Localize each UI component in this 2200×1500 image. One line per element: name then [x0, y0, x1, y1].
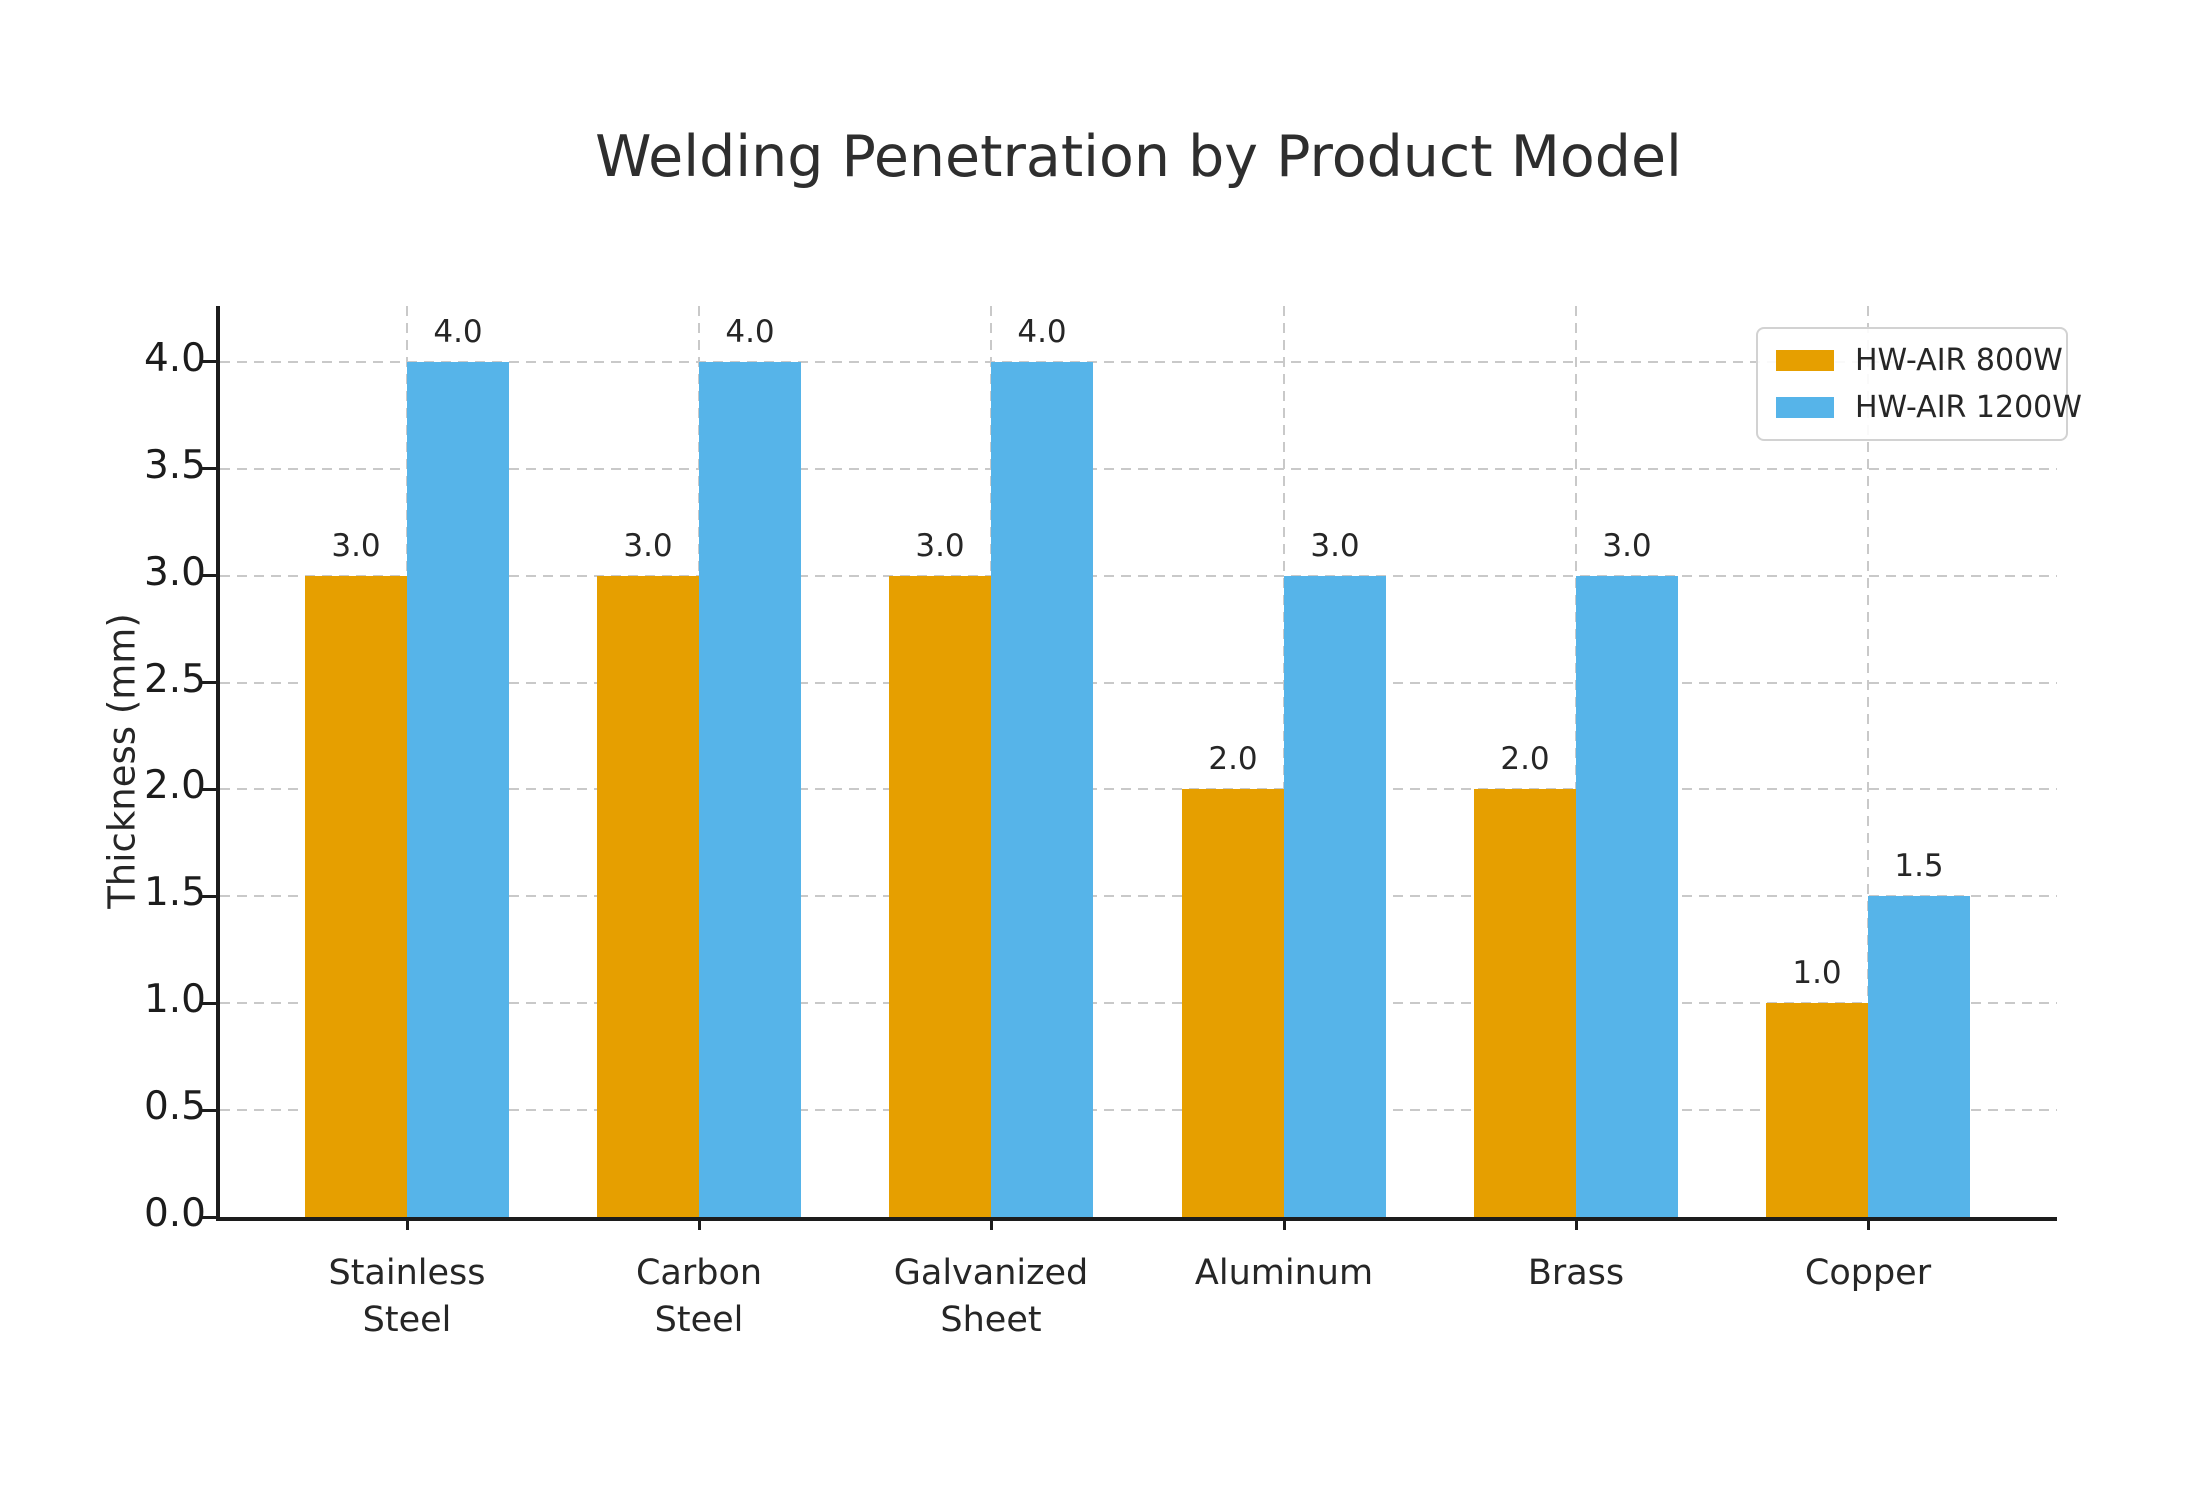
bar [889, 575, 991, 1217]
v-gridline [1867, 306, 1869, 1217]
bar-value-label: 4.0 [433, 313, 483, 350]
bar [305, 575, 407, 1217]
h-gridline [220, 1109, 2057, 1112]
bar-value-label: 3.0 [1310, 527, 1360, 564]
bar [991, 361, 1093, 1217]
y-tick-label: 3.0 [143, 549, 206, 595]
bar [597, 575, 699, 1217]
category-label: Copper [1804, 1253, 1932, 1293]
category-label: Galvanized Sheet [893, 1253, 1089, 1340]
bar-value-label: 1.5 [1894, 848, 1944, 885]
bar-value-label: 1.0 [1792, 955, 1842, 992]
bar [407, 361, 509, 1217]
legend-label-1200w: HW-AIR 1200W [1855, 390, 2082, 425]
legend-swatch-800w [1776, 350, 1834, 371]
bar [1474, 789, 1576, 1217]
bar [1576, 575, 1678, 1217]
x-axis-spine [216, 1217, 2057, 1221]
x-tick-mark [1574, 1217, 1578, 1230]
y-axis-spine [216, 306, 220, 1221]
y-tick-mark [202, 1001, 216, 1005]
bar-value-label: 3.0 [915, 527, 965, 564]
category-label: Aluminum [1194, 1253, 1374, 1293]
h-gridline [220, 467, 2057, 470]
y-tick-mark [202, 681, 216, 684]
category-label: Stainless Steel [328, 1253, 486, 1340]
h-gridline [220, 1002, 2057, 1005]
legend-item-1200w: HW-AIR 1200W [1776, 390, 2082, 425]
x-tick-mark [697, 1217, 701, 1230]
h-gridline [220, 574, 2057, 577]
legend-swatch-1200w [1776, 397, 1834, 418]
chart-title: Welding Penetration by Product Model [595, 124, 1682, 190]
legend: HW-AIR 800W HW-AIR 1200W [1756, 327, 2082, 441]
bar [1766, 1003, 1868, 1217]
h-gridline [220, 360, 2057, 363]
h-gridline [220, 788, 2057, 791]
y-tick-mark [202, 360, 216, 364]
y-tick-label: 1.0 [143, 977, 206, 1023]
h-gridline [220, 895, 2057, 898]
bar [1182, 789, 1284, 1217]
bar [699, 361, 801, 1217]
y-tick-label: 3.5 [143, 442, 206, 488]
y-tick-label: 4.0 [143, 335, 206, 381]
y-tick-mark [202, 787, 216, 791]
legend-item-800w: HW-AIR 800W [1776, 343, 2063, 378]
y-tick-label: 2.0 [143, 763, 206, 809]
x-tick-mark [989, 1217, 993, 1230]
x-tick-mark [1282, 1217, 1286, 1230]
y-tick-label: 0.5 [143, 1084, 206, 1130]
plot-area: HW-AIR 800W HW-AIR 1200W 3.0 3.0 3.0 2.0 2.0… [202, 306, 2082, 1230]
bar-value-label: 3.0 [331, 527, 381, 564]
bar-value-label: 4.0 [725, 313, 775, 350]
legend-label-800w: HW-AIR 800W [1855, 343, 2063, 378]
y-tick-mark [202, 894, 216, 898]
y-tick-label: 2.5 [143, 656, 206, 702]
category-label: Brass [1527, 1253, 1625, 1293]
x-tick-mark [1866, 1217, 1870, 1230]
bar-value-label: 3.0 [1602, 527, 1652, 564]
bar [1868, 896, 1970, 1217]
bar-value-label: 2.0 [1208, 741, 1258, 778]
h-gridline [220, 681, 2057, 684]
y-tick-mark [202, 574, 216, 578]
bar [1284, 575, 1386, 1217]
y-tick-mark [202, 1108, 216, 1112]
y-tick-mark [202, 1215, 216, 1219]
bar-value-label: 3.0 [623, 527, 673, 564]
y-tick-label: 0.0 [143, 1191, 206, 1236]
bar-value-label: 2.0 [1500, 741, 1550, 778]
category-label: Carbon Steel [635, 1253, 763, 1340]
x-tick-mark [405, 1217, 409, 1230]
y-tick-mark [202, 467, 216, 471]
y-tick-label: 1.5 [143, 870, 206, 916]
bar-value-label: 4.0 [1017, 313, 1067, 350]
